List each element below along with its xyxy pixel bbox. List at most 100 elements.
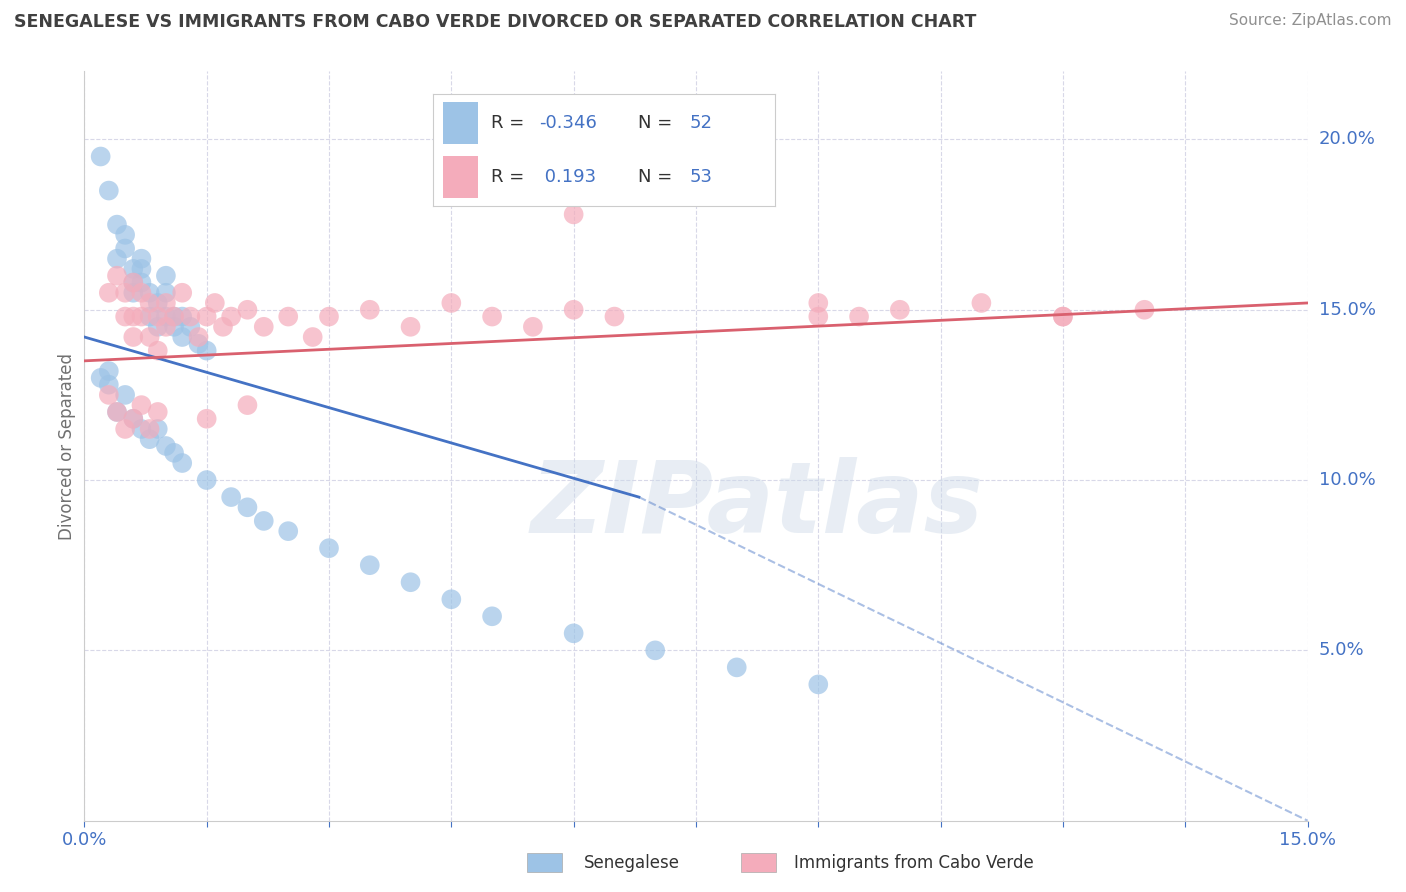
Point: [172, 310, 194, 324]
Text: Source: ZipAtlas.com: Source: ZipAtlas.com: [1229, 13, 1392, 29]
Point: [122, 330, 145, 344]
Point: [138, 330, 160, 344]
Point: [163, 310, 186, 324]
Text: SENEGALESE VS IMMIGRANTS FROM CABO VERDE DIVORCED OR SEPARATED CORRELATION CHART: SENEGALESE VS IMMIGRANTS FROM CABO VERDE…: [14, 13, 976, 31]
Point: [970, 296, 993, 310]
Point: [1133, 302, 1156, 317]
Point: [204, 296, 226, 310]
Point: [318, 541, 340, 556]
Point: [97, 184, 120, 198]
Point: [179, 319, 201, 334]
Point: [131, 422, 153, 436]
Point: [155, 296, 177, 310]
Point: [172, 285, 194, 300]
Point: [155, 319, 177, 334]
Point: [195, 310, 218, 324]
Text: 5.0%: 5.0%: [1319, 641, 1364, 659]
Point: [138, 310, 160, 324]
Point: [725, 660, 748, 674]
Point: [155, 310, 177, 324]
Point: [97, 285, 120, 300]
Point: [644, 643, 666, 657]
Text: 20.0%: 20.0%: [1319, 130, 1375, 148]
Y-axis label: Divorced or Separated: Divorced or Separated: [58, 352, 76, 540]
Point: [122, 411, 145, 425]
Point: [131, 398, 153, 412]
Point: [562, 302, 585, 317]
Point: [97, 388, 120, 402]
Point: [179, 310, 201, 324]
Point: [138, 285, 160, 300]
Point: [90, 149, 112, 163]
Point: [114, 310, 136, 324]
Point: [163, 446, 186, 460]
Point: [122, 276, 145, 290]
Point: [277, 524, 299, 538]
Point: [131, 276, 153, 290]
Point: [359, 302, 381, 317]
Point: [155, 439, 177, 453]
Point: [187, 336, 209, 351]
Point: [195, 473, 218, 487]
Point: [807, 677, 830, 691]
Point: [105, 252, 128, 266]
Point: [131, 261, 153, 276]
Point: [359, 558, 381, 573]
Point: [155, 268, 177, 283]
Point: [114, 388, 136, 402]
Point: [131, 310, 153, 324]
Point: [163, 319, 186, 334]
Point: [440, 592, 463, 607]
Point: [1052, 310, 1074, 324]
Point: [807, 296, 830, 310]
Point: [138, 296, 160, 310]
Point: [562, 626, 585, 640]
Point: [131, 252, 153, 266]
Point: [195, 411, 218, 425]
Point: [122, 285, 145, 300]
Text: Immigrants from Cabo Verde: Immigrants from Cabo Verde: [794, 855, 1035, 872]
Text: Senegalese: Senegalese: [583, 855, 679, 872]
Point: [122, 310, 145, 324]
Point: [146, 296, 169, 310]
Point: [236, 500, 259, 515]
Text: 10.0%: 10.0%: [1319, 471, 1375, 489]
Point: [603, 310, 626, 324]
Point: [277, 310, 299, 324]
Point: [146, 310, 169, 324]
Point: [105, 405, 128, 419]
Point: [172, 330, 194, 344]
Point: [562, 207, 585, 221]
Point: [155, 285, 177, 300]
Point: [146, 343, 169, 358]
Point: [481, 310, 503, 324]
Point: [522, 319, 544, 334]
Point: [253, 514, 276, 528]
Point: [172, 456, 194, 470]
Point: [146, 422, 169, 436]
Point: [114, 242, 136, 256]
Point: [889, 302, 911, 317]
Point: [90, 371, 112, 385]
Point: [219, 490, 242, 504]
Point: [253, 319, 276, 334]
Point: [105, 218, 128, 232]
Point: [195, 343, 218, 358]
Point: [848, 310, 870, 324]
Point: [481, 609, 503, 624]
Point: [114, 285, 136, 300]
Point: [440, 296, 463, 310]
Text: ZIPatlas: ZIPatlas: [530, 458, 984, 555]
Point: [236, 398, 259, 412]
Point: [122, 261, 145, 276]
Point: [301, 330, 323, 344]
Point: [807, 310, 830, 324]
Point: [187, 330, 209, 344]
Point: [1052, 310, 1074, 324]
Point: [318, 310, 340, 324]
Point: [399, 575, 422, 590]
Point: [399, 319, 422, 334]
Point: [105, 405, 128, 419]
Point: [97, 377, 120, 392]
Point: [97, 364, 120, 378]
